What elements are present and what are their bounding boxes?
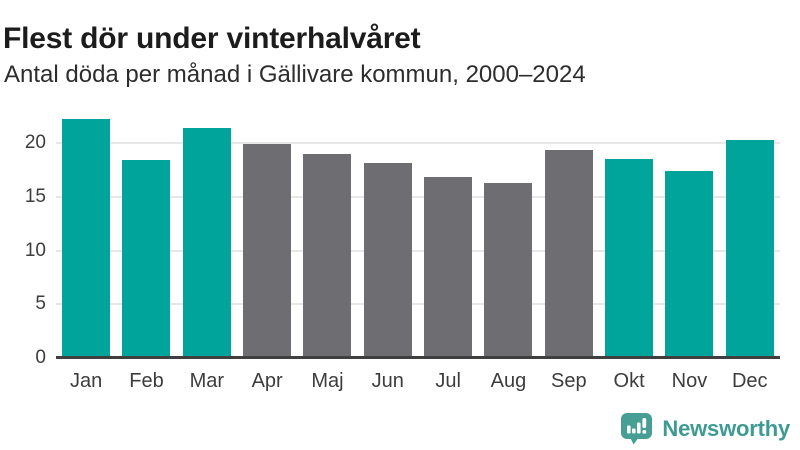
gridline-y-15 bbox=[56, 195, 780, 198]
bar-jul bbox=[424, 176, 473, 358]
bar-maj bbox=[303, 154, 352, 358]
bar-slot-dec bbox=[720, 110, 780, 358]
newsworthy-logo-icon bbox=[621, 413, 653, 445]
x-tick-label-sep: Sep bbox=[550, 370, 587, 392]
gridline-y-10 bbox=[56, 249, 780, 252]
chart-subtitle: Antal döda per månad i Gällivare kommun,… bbox=[4, 61, 586, 88]
bar-slot-apr bbox=[237, 110, 297, 358]
bar-series bbox=[56, 110, 780, 358]
bar-slot-jan bbox=[56, 110, 116, 358]
x-tick-label-feb: Feb bbox=[129, 370, 164, 392]
bar-nov bbox=[665, 171, 714, 358]
x-tick-label-jun: Jun bbox=[371, 370, 404, 392]
bar-slot-mar bbox=[177, 110, 237, 358]
y-tick-label-10: 10 bbox=[24, 239, 46, 261]
bar-sep bbox=[544, 149, 593, 358]
x-tick-label-aug: Aug bbox=[490, 370, 527, 392]
x-axis-line bbox=[56, 356, 780, 359]
bar-mar bbox=[182, 128, 231, 358]
y-tick-label-20: 20 bbox=[24, 132, 46, 154]
x-tick-label-jul: Jul bbox=[435, 370, 461, 392]
bar-feb bbox=[122, 160, 171, 358]
plot-area bbox=[56, 110, 780, 359]
bar-dec bbox=[725, 140, 774, 358]
bar-slot-jun bbox=[358, 110, 418, 358]
bar-aug bbox=[484, 183, 533, 358]
bar-slot-maj bbox=[297, 110, 357, 358]
bar-slot-aug bbox=[478, 110, 538, 358]
y-axis-labels: 0 5 10 15 20 bbox=[0, 110, 46, 368]
bar-okt bbox=[605, 159, 654, 358]
x-tick-label-maj: Maj bbox=[311, 370, 344, 392]
bar-jan bbox=[62, 118, 111, 358]
bar-slot-sep bbox=[539, 110, 599, 358]
y-tick-label-5: 5 bbox=[35, 293, 46, 315]
gridline-y-5 bbox=[56, 303, 780, 306]
x-tick-label-dec: Dec bbox=[731, 370, 768, 392]
bar-chart: 0 5 10 15 20 Jan Feb Mar Apr Maj Jun Jul Aug Sep Okt N… bbox=[0, 100, 800, 400]
x-axis-labels: Jan Feb Mar Apr Maj Jun Jul Aug Sep Okt Nov Dec bbox=[56, 364, 780, 396]
x-tick-label-jan: Jan bbox=[70, 370, 103, 392]
x-tick-label-apr: Apr bbox=[251, 370, 283, 392]
x-tick-label-okt: Okt bbox=[613, 370, 645, 392]
bar-slot-okt bbox=[599, 110, 659, 358]
bar-slot-feb bbox=[116, 110, 176, 358]
x-tick-label-nov: Nov bbox=[671, 370, 708, 392]
bar-slot-nov bbox=[659, 110, 719, 358]
x-tick-label-mar: Mar bbox=[189, 370, 225, 392]
y-tick-label-15: 15 bbox=[24, 185, 46, 207]
bar-apr bbox=[243, 144, 292, 358]
y-tick-label-0: 0 bbox=[35, 347, 46, 368]
brand-name: Newsworthy bbox=[662, 415, 790, 441]
brand-footer: Newsworthy bbox=[620, 412, 790, 445]
chart-title: Flest dör under vinterhalvåret bbox=[3, 22, 421, 56]
gridline-y-20 bbox=[56, 142, 780, 145]
bar-slot-jul bbox=[418, 110, 478, 358]
bar-jun bbox=[363, 162, 412, 358]
